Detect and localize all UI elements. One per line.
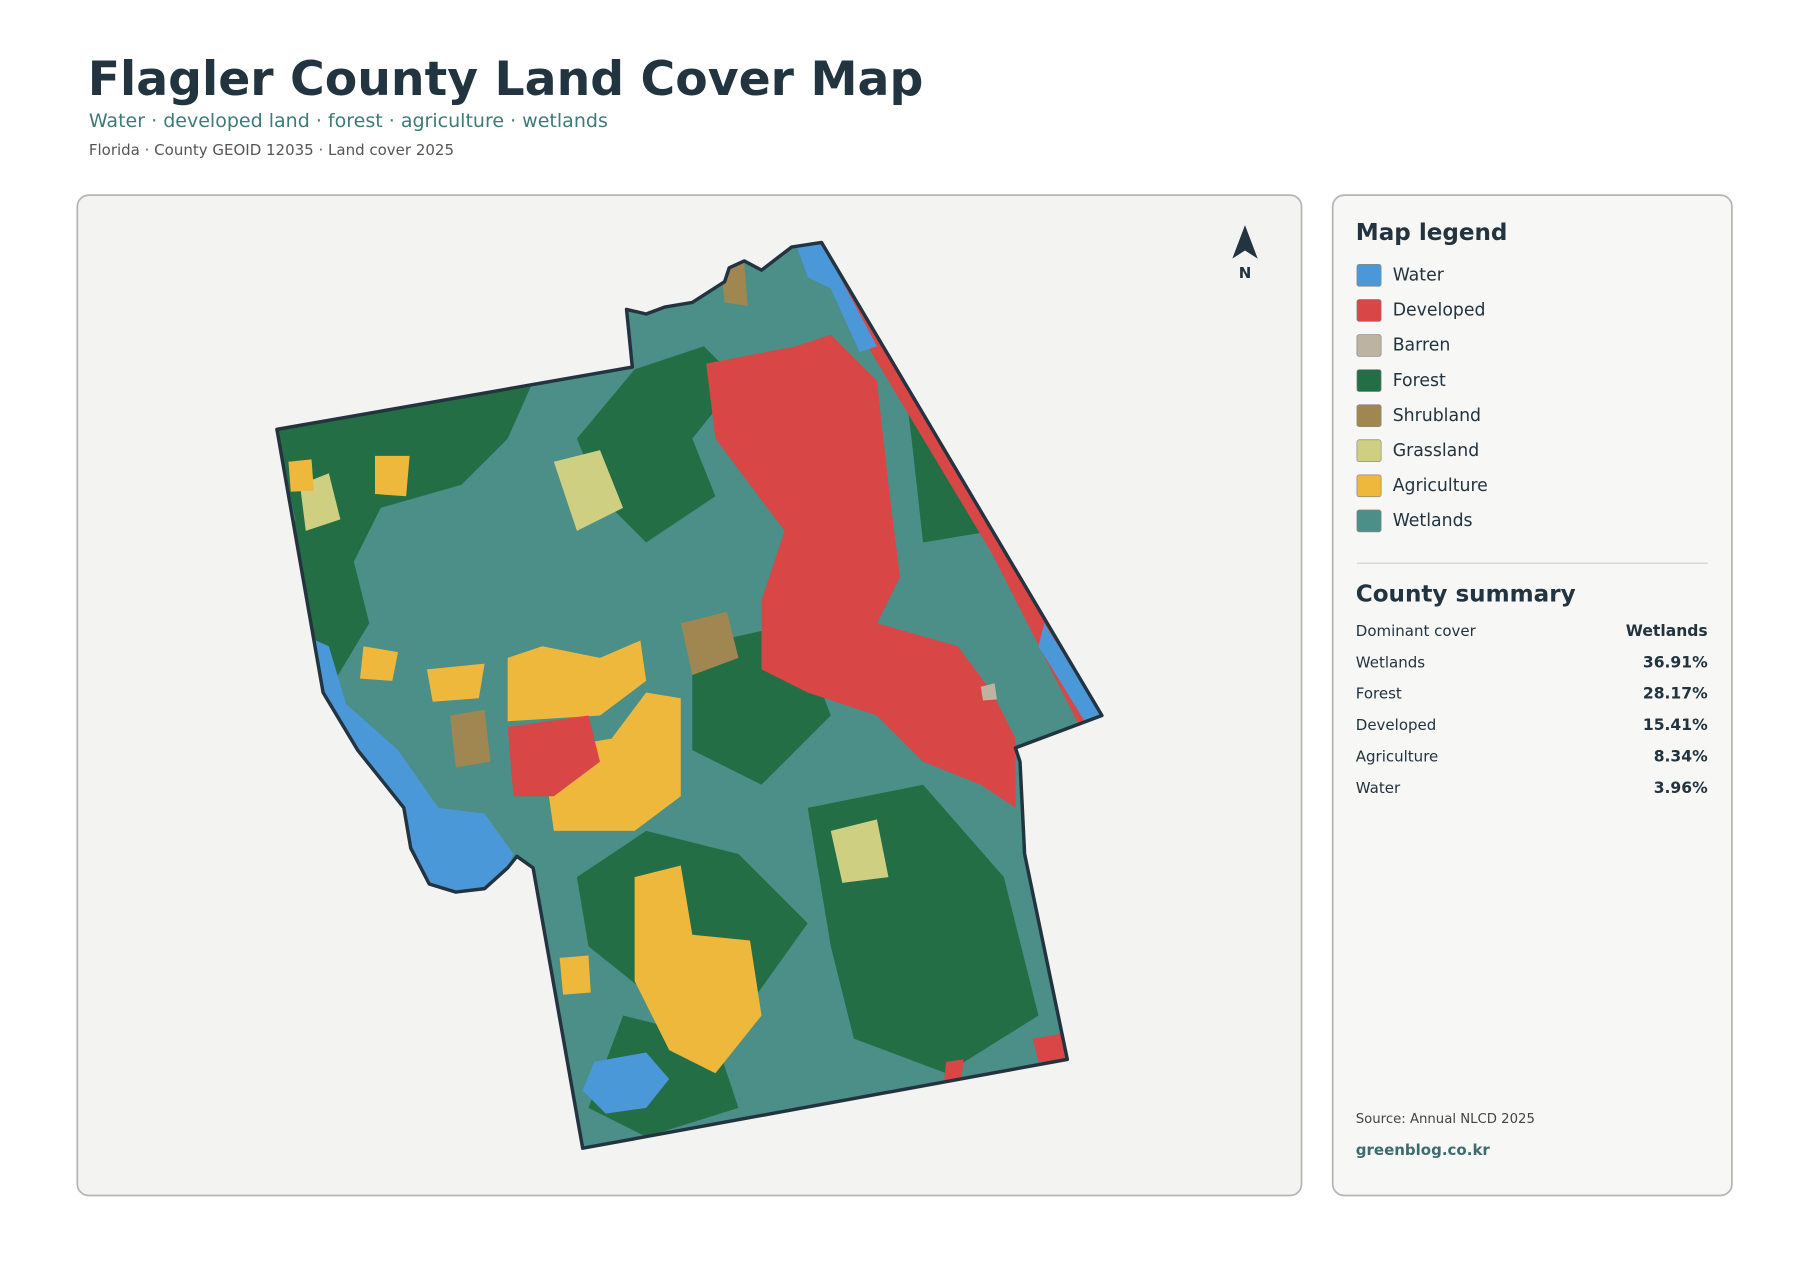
summary-label: Wetlands xyxy=(1356,653,1425,671)
agriculture-patch xyxy=(542,692,681,831)
summary-value: 8.34% xyxy=(1654,747,1708,765)
north-arrow xyxy=(1232,225,1258,259)
summary-table: Dominant cover Wetlands Wetlands 36.91% Fore… xyxy=(1356,622,1708,797)
legend-label: Grassland xyxy=(1393,441,1480,461)
legend-swatch xyxy=(1356,264,1382,287)
shrubland-patch xyxy=(450,709,491,768)
developed-patch xyxy=(706,334,1016,808)
shrubland-patch xyxy=(680,611,739,676)
legend-label: Water xyxy=(1393,266,1445,286)
legend-swatch xyxy=(1356,334,1382,357)
legend-list: Water Developed Barren Forest Shrubland Grass… xyxy=(1356,264,1488,533)
water-body xyxy=(796,242,877,353)
county-boundary xyxy=(275,240,1104,1150)
page-subtitle: Water · developed land · forest · agricu… xyxy=(89,110,608,132)
barren-patch xyxy=(980,683,997,701)
summary-label: Forest xyxy=(1356,685,1402,703)
summary-value: 36.91% xyxy=(1643,653,1708,671)
water-body xyxy=(276,623,514,893)
developed-patch xyxy=(1032,1032,1068,1062)
developed-patch xyxy=(943,1059,964,1083)
summary-label: Developed xyxy=(1356,716,1437,734)
agriculture-patch xyxy=(288,459,314,492)
summary-value: 15.41% xyxy=(1643,716,1708,734)
legend-label: Forest xyxy=(1393,371,1446,391)
agriculture-patch xyxy=(559,955,591,995)
legend-swatch xyxy=(1356,509,1382,533)
legend-label: Shrubland xyxy=(1393,406,1481,426)
agriculture-patch xyxy=(360,646,399,681)
agriculture-patch xyxy=(634,865,762,1074)
summary-value: 28.17% xyxy=(1643,685,1708,703)
water-body xyxy=(1038,623,1102,722)
legend-swatch xyxy=(1356,404,1382,427)
legend-swatch xyxy=(1356,439,1382,463)
legend-label: Developed xyxy=(1393,301,1486,321)
agriculture-patch xyxy=(507,640,647,722)
summary-label: Water xyxy=(1356,779,1401,797)
developed-patch xyxy=(507,715,600,797)
legend-label: Barren xyxy=(1393,336,1451,356)
forest-patch xyxy=(576,346,739,543)
summary-value: 3.96% xyxy=(1654,779,1708,797)
summary-title: County summary xyxy=(1356,581,1576,607)
legend-label: Agriculture xyxy=(1393,476,1488,496)
site-credit: greenblog.co.kr xyxy=(1356,1141,1491,1159)
legend-label: Wetlands xyxy=(1393,511,1473,531)
north-label: N xyxy=(1239,264,1252,282)
page-meta: Florida · County GEOID 12035 · Land cove… xyxy=(89,141,454,159)
summary-value: Wetlands xyxy=(1626,622,1708,640)
source-note: Source: Annual NLCD 2025 xyxy=(1356,1112,1535,1127)
water-body xyxy=(582,1052,670,1114)
legend-swatch xyxy=(1356,369,1382,392)
legend-swatch xyxy=(1356,299,1382,322)
agriculture-patch xyxy=(375,455,410,497)
summary-label: Dominant cover xyxy=(1356,622,1477,640)
grassland-patch xyxy=(830,819,889,883)
grassland-patch xyxy=(553,450,624,531)
summary-label: Agriculture xyxy=(1356,747,1439,765)
side-panel xyxy=(1331,194,1733,1197)
page-title: Flagler County Land Cover Map xyxy=(88,52,924,107)
agriculture-patch xyxy=(426,663,485,702)
legend-title: Map legend xyxy=(1356,220,1508,246)
legend-swatch xyxy=(1356,474,1382,498)
